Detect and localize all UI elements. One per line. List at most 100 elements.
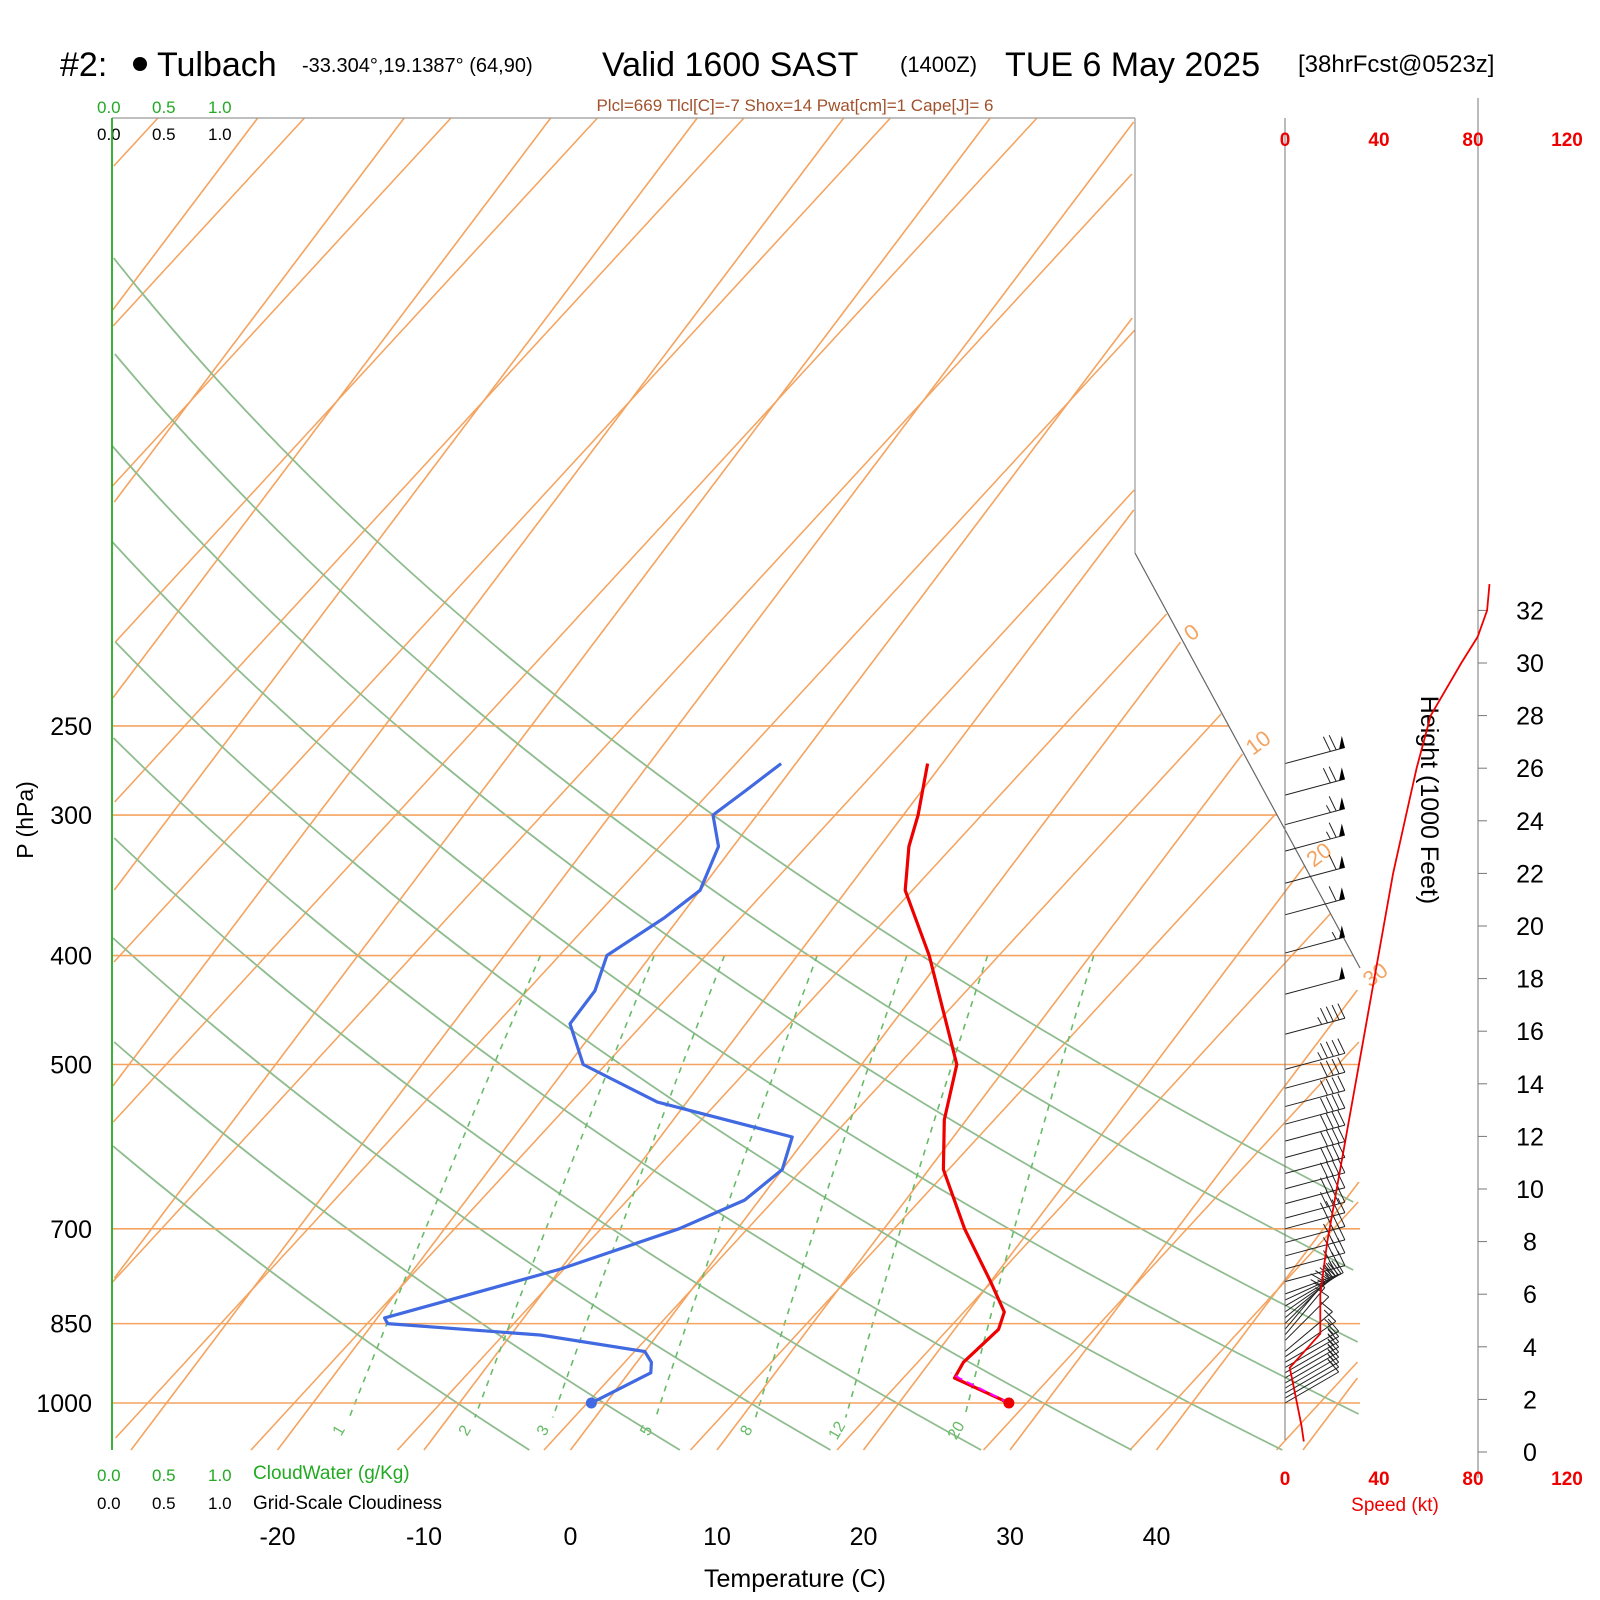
- speed-tick-label: 120: [1551, 130, 1583, 151]
- wind-barb-staff: [1284, 1052, 1346, 1070]
- chart-frame: [111, 117, 1361, 1450]
- x-tick-label: 20: [850, 1523, 878, 1551]
- wind-barb-staff: [1284, 1296, 1330, 1341]
- mixing-ratio-lines: 1 2 3 5 8 12 20: [330, 955, 1095, 1443]
- forecast-date: TUE 6 May 2025: [1005, 46, 1260, 84]
- height-tick-label: 28: [1516, 703, 1544, 731]
- wind-barb-pennant: [1339, 966, 1345, 980]
- dry-adiabat-line: [111, 445, 1359, 1343]
- wind-barb-staff: [1284, 1124, 1346, 1142]
- temperature-surface-marker: [1003, 1397, 1015, 1409]
- height-tick-label: 6: [1523, 1281, 1537, 1309]
- height-tick-label: 12: [1516, 1123, 1544, 1151]
- theta-e-line: [689, 813, 1277, 1451]
- wind-barb-flag: [1337, 1110, 1346, 1126]
- dry-adiabat-line: [114, 353, 1354, 1271]
- dry-adiabat-lines: [111, 257, 1359, 1451]
- theta-e-line: [114, 329, 1136, 1439]
- wind-barb-staff: [1284, 1187, 1346, 1205]
- wind-barb-half-flag: [1317, 1052, 1323, 1060]
- valid-time: Valid 1600 SAST: [602, 46, 858, 84]
- theta-e-line: [114, 117, 745, 803]
- isotherm-line: [112, 117, 259, 311]
- theta-e-line: [112, 117, 305, 327]
- height-tick-label: 26: [1516, 755, 1544, 783]
- mixing-ratio-line: [655, 955, 818, 1418]
- theta-e-line: [1275, 1361, 1359, 1451]
- wind-barb-flag: [1320, 1191, 1328, 1208]
- theta-e-line: [1129, 1201, 1359, 1451]
- wind-barb-staff: [1284, 1320, 1337, 1358]
- mixing-ratio-label: 12: [826, 1419, 850, 1443]
- wind-barb-staff: [1284, 1252, 1346, 1270]
- wind-barb-flag: [1325, 1006, 1334, 1022]
- speed-tick-label: 0: [1280, 1469, 1291, 1490]
- wind-barb-staff: [1284, 866, 1346, 884]
- wind-barb-pennant: [1339, 767, 1345, 781]
- speed-tick-label: 80: [1462, 130, 1483, 151]
- isotherm-line: [113, 117, 698, 891]
- mixing-ratio-line: [474, 955, 655, 1418]
- wind-barb-staff: [1284, 1265, 1346, 1283]
- filled-circle-icon: [133, 57, 147, 71]
- dry-adiabat-line: [112, 737, 1133, 1451]
- wind-barb-flag: [1337, 1038, 1346, 1054]
- wind-barb-flag: [1331, 1128, 1340, 1144]
- wind-barb-flag: [1325, 1060, 1334, 1076]
- wind-barb-flag: [1320, 1131, 1328, 1147]
- isotherm-line: [569, 641, 1182, 1451]
- wind-barb-flag: [1325, 1096, 1334, 1112]
- isobar-lines: [112, 725, 1360, 1404]
- wind-barb-half-flag: [1327, 1328, 1334, 1335]
- wind-barb-staff: [1284, 808, 1346, 826]
- wind-barb-staff: [1284, 898, 1346, 916]
- cloudiness-label: Grid-Scale Cloudiness: [253, 1493, 442, 1514]
- wind-barb-pennant: [1339, 735, 1345, 750]
- speed-axis-title: Speed (kt): [1351, 1495, 1439, 1516]
- wind-barb-flag: [1337, 1075, 1346, 1091]
- speed-tick-label: 80: [1462, 1469, 1483, 1490]
- wind-barb-staff: [1284, 1172, 1346, 1190]
- wind-barb-flag: [1331, 1111, 1340, 1127]
- wind-barb-staff: [1284, 1090, 1346, 1108]
- wind-barb-flag: [1327, 1334, 1340, 1348]
- height-tick-label: 18: [1516, 966, 1544, 994]
- mixing-ratio-label: 2: [456, 1423, 475, 1439]
- isotherm-label: 10: [1241, 725, 1276, 760]
- theta-e-line: [543, 713, 1222, 1451]
- height-tick-label: 20: [1516, 913, 1544, 941]
- wind-barb-flag: [1327, 1329, 1340, 1343]
- wind-barb-staff: [1284, 977, 1346, 995]
- wind-barb-flag: [1337, 1211, 1346, 1227]
- mixing-ratio-line: [844, 955, 989, 1418]
- isotherm-line: [862, 865, 1306, 1451]
- wind-barb-flag: [1320, 1162, 1328, 1178]
- speed-tick-label: 40: [1368, 130, 1389, 151]
- pressure-tick-label: 300: [50, 802, 92, 830]
- wind-barb-flag: [1327, 1359, 1340, 1373]
- wind-barb-flag: [1337, 1003, 1346, 1019]
- cloudiness-scale-top-2: 1.0: [208, 125, 232, 144]
- wind-barb-flag: [1327, 1318, 1340, 1332]
- wind-barb-flag: [1337, 1225, 1346, 1241]
- speed-profile-line: [1288, 584, 1491, 1442]
- wind-barb-staff: [1284, 1361, 1339, 1394]
- wind-barb-flag: [1331, 1004, 1340, 1020]
- wind-barb-flag: [1325, 1113, 1334, 1129]
- height-tick-label: 30: [1516, 650, 1544, 678]
- wind-barb-flag: [1320, 1147, 1328, 1163]
- slanted-border: [1134, 552, 1361, 969]
- wind-barb-staff: [1284, 778, 1346, 796]
- wind-barb-staff: [1284, 1071, 1346, 1089]
- height-tick-label: 14: [1516, 1071, 1544, 1099]
- cloudiness-scale-bottom-1: 0.5: [152, 1494, 176, 1513]
- height-tick-label: 8: [1523, 1229, 1537, 1257]
- theta-e-line: [111, 117, 452, 487]
- wind-barb-flag: [1323, 1264, 1337, 1277]
- wind-barb-flag: [1331, 1159, 1340, 1175]
- dry-adiabat-line: [112, 937, 831, 1451]
- theta-e-line: [250, 489, 1135, 1451]
- mixing-ratio-label: 8: [737, 1423, 756, 1439]
- wind-barb-flag: [1328, 734, 1337, 751]
